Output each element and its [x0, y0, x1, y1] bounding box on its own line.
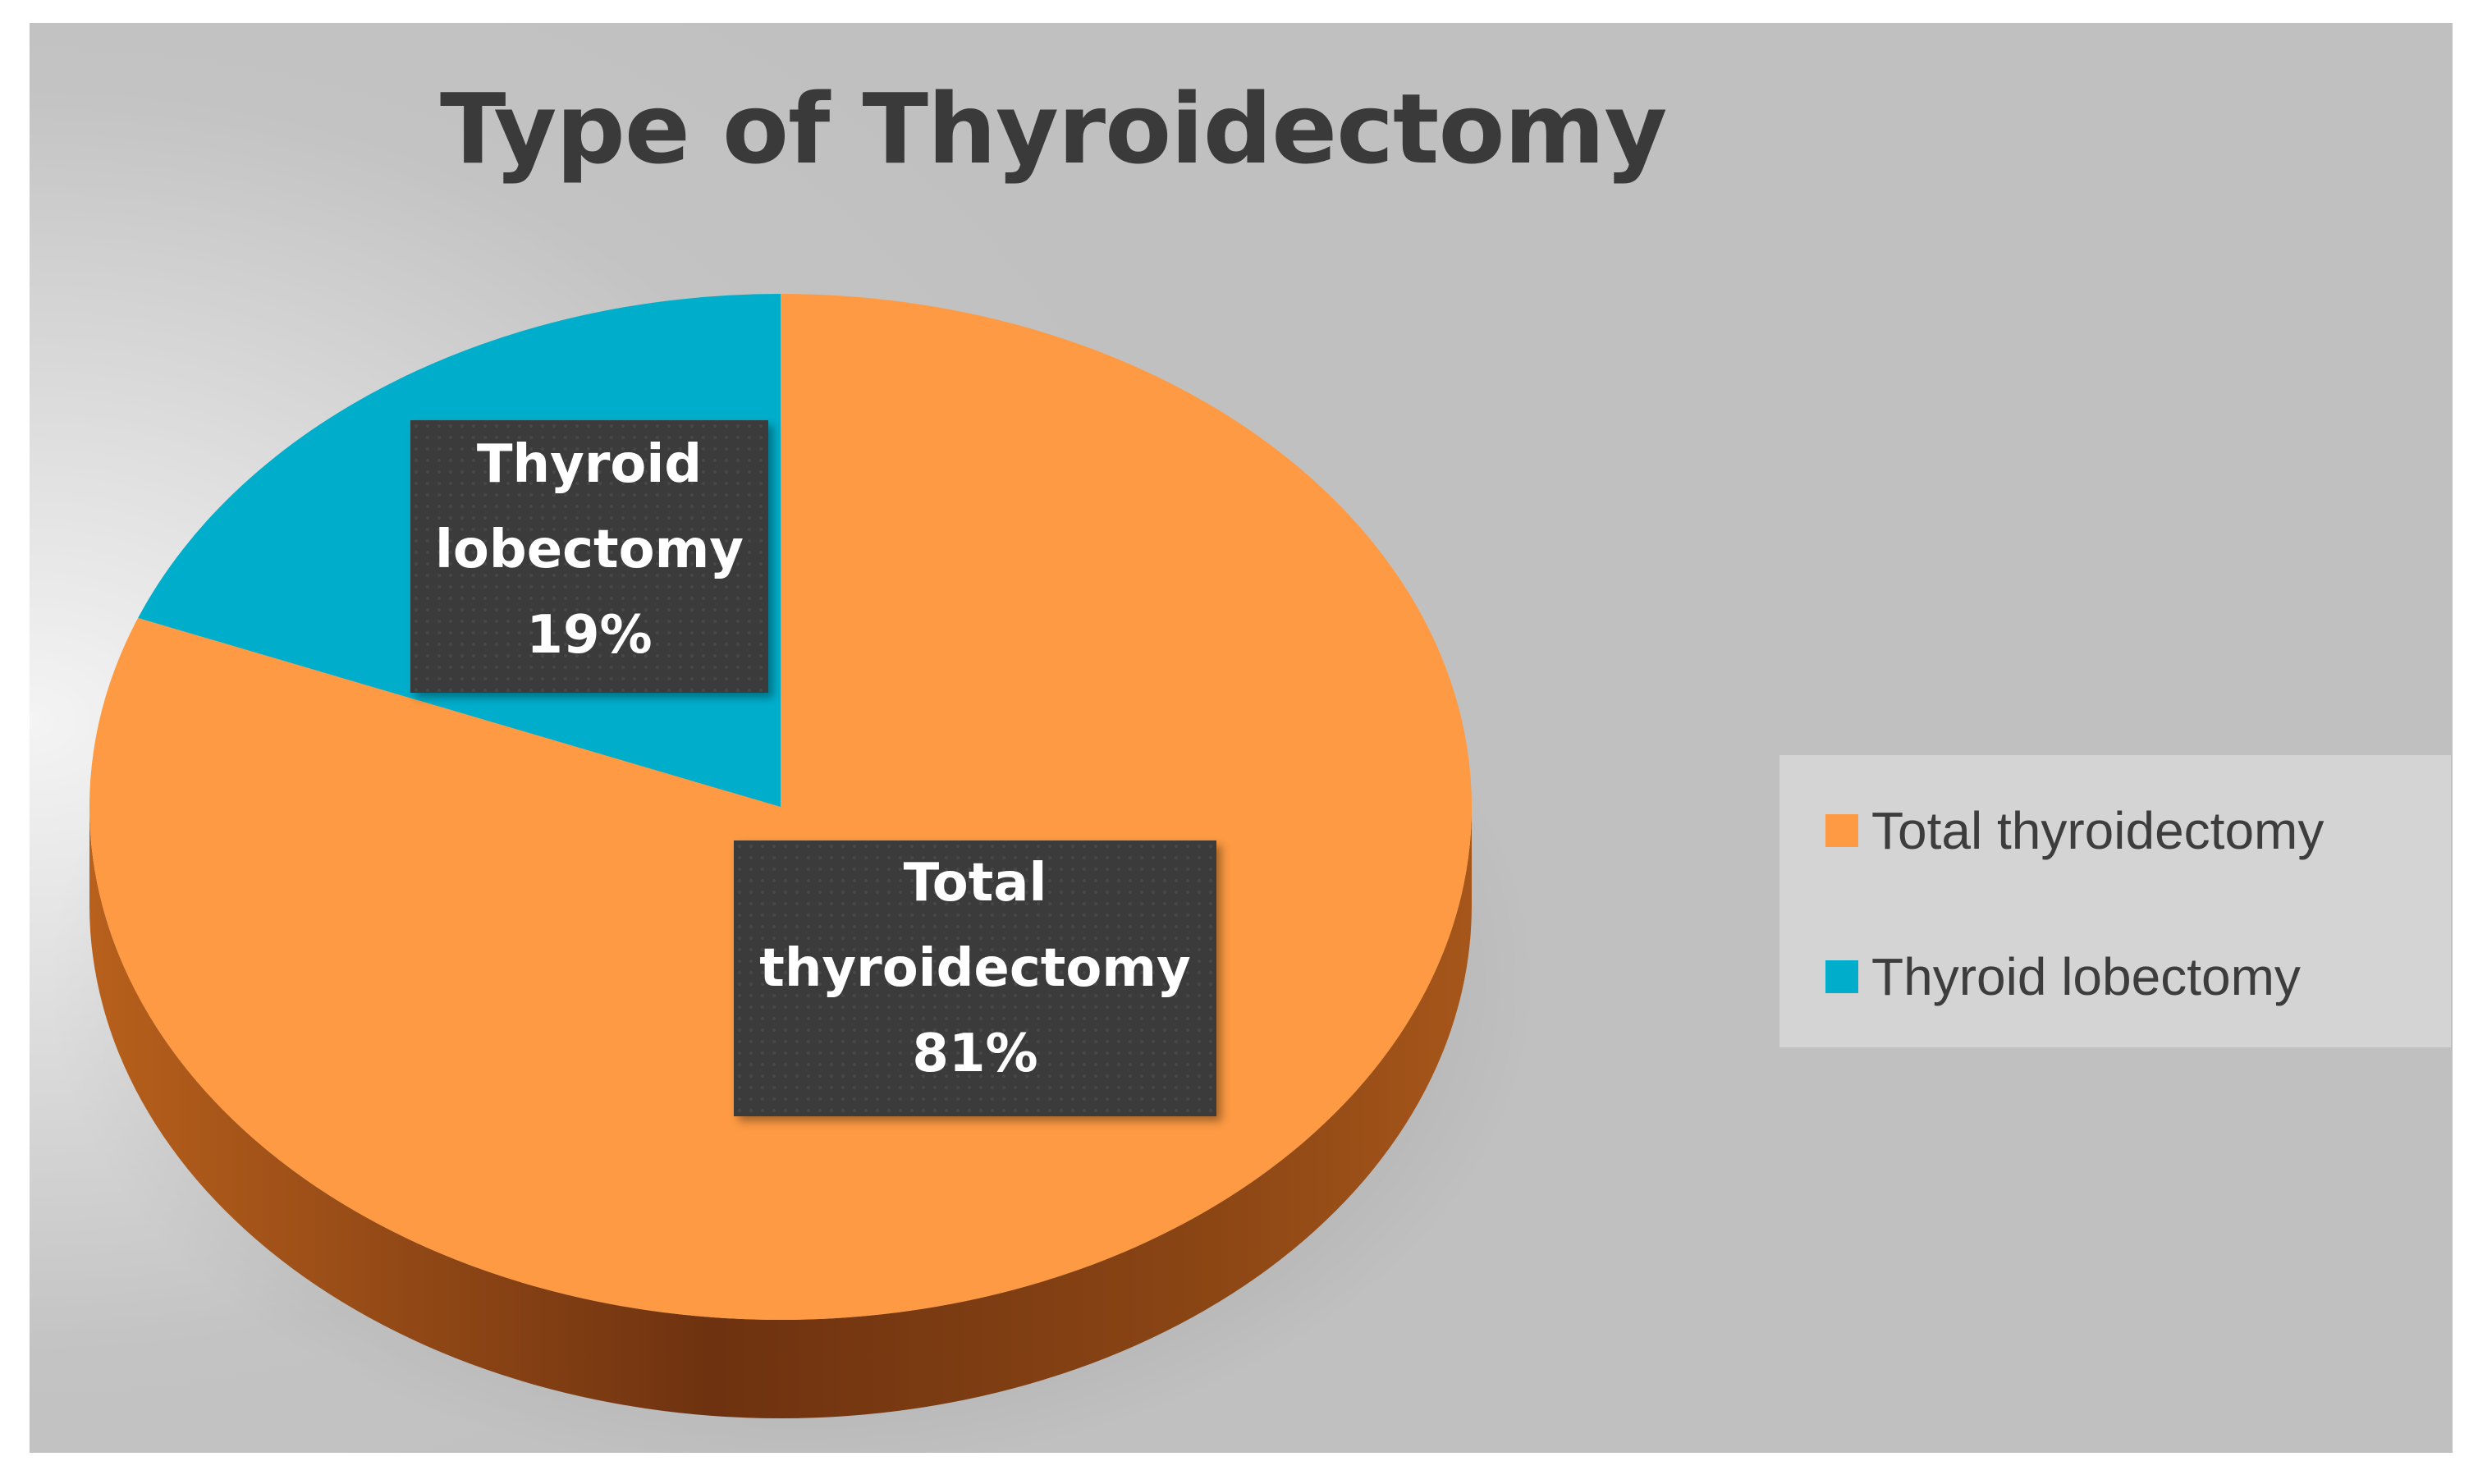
data-label-line: lobectomy [434, 520, 744, 580]
data-label-value: 19% [526, 605, 653, 666]
legend-swatch-teal [1825, 960, 1858, 993]
chart-title: Type of Thyroidectomy [440, 72, 1667, 186]
legend-swatch-orange [1825, 814, 1858, 847]
pie-chart [46, 294, 1540, 1453]
data-label-line: thyroidectomy [759, 938, 1191, 999]
data-label-total-thyroidectomy: Total thyroidectomy 81% [734, 840, 1216, 1116]
chart-area: Type of Thyroidectomy Thyroid lobectomy … [30, 23, 2453, 1453]
data-label-value: 81% [912, 1024, 1038, 1084]
data-label-line: Total [903, 853, 1047, 914]
pie-rim [89, 807, 1472, 1418]
legend: Total thyroidectomy Thyroid lobectomy [1779, 755, 2451, 1047]
pie-side [89, 807, 1472, 1418]
legend-item-total-thyroidectomy: Total thyroidectomy [1825, 800, 2324, 861]
legend-item-thyroid-lobectomy: Thyroid lobectomy [1825, 946, 2301, 1007]
data-label-line: Thyroid [476, 434, 703, 495]
pie-top [89, 294, 1472, 1321]
data-label-thyroid-lobectomy: Thyroid lobectomy 19% [410, 420, 768, 693]
legend-label: Thyroid lobectomy [1871, 947, 2301, 1006]
legend-label: Total thyroidectomy [1871, 801, 2325, 860]
